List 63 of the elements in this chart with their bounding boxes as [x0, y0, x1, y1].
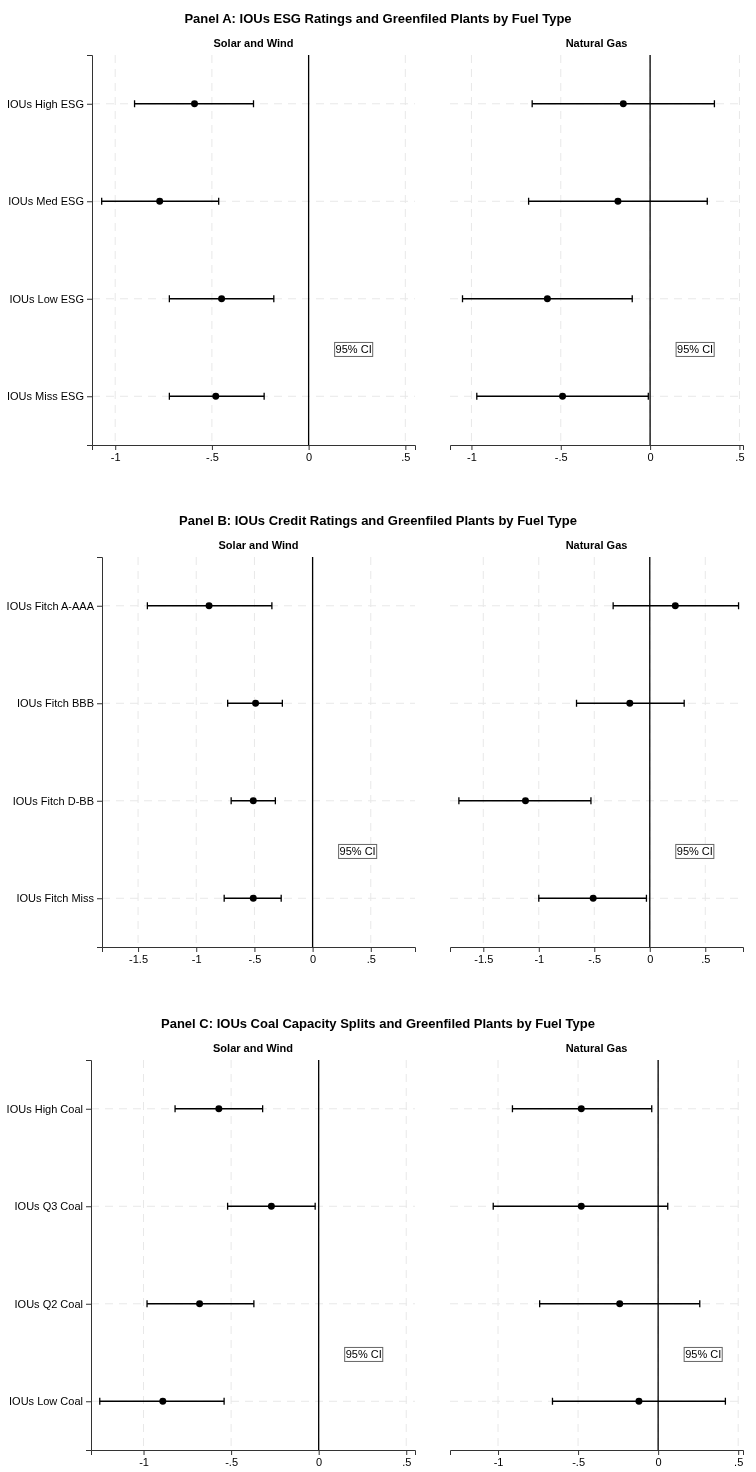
- point: [559, 392, 567, 400]
- point: [212, 392, 220, 400]
- point: [626, 699, 634, 707]
- point: [543, 295, 551, 303]
- y-tick-label: IOUs Q3 Coal: [14, 1200, 83, 1213]
- point: [156, 197, 164, 205]
- y-tick-label: IOUs High ESG: [6, 97, 84, 110]
- chart-subtitle: Natural Gas: [565, 37, 628, 49]
- x-tick-label: 0: [310, 952, 317, 965]
- x-tick-label: 0: [647, 952, 654, 965]
- point: [671, 602, 679, 610]
- chart-subtitle: Solar and Wind: [213, 37, 294, 49]
- x-tick-label: .5: [401, 450, 411, 463]
- chart-subtitle: Natural Gas: [565, 539, 628, 551]
- point: [589, 894, 597, 902]
- chart-subtitle: Natural Gas: [565, 1042, 628, 1054]
- y-tick-label: IOUs Fitch BBB: [16, 697, 94, 710]
- x-tick-label: -1: [467, 450, 477, 463]
- x-tick-label: -.5: [205, 450, 219, 463]
- x-tick-label: 0: [306, 450, 313, 463]
- x-tick-label: -.5: [554, 450, 568, 463]
- y-tick-label: IOUs Fitch A-AAA: [6, 599, 95, 612]
- x-tick-label: -.5: [225, 1455, 239, 1468]
- x-tick-label: -.5: [248, 952, 262, 965]
- point: [196, 1300, 204, 1308]
- point: [267, 1202, 275, 1210]
- x-tick-label: .5: [366, 952, 376, 965]
- x-tick-label: 0: [647, 450, 654, 463]
- x-tick-label: -1.5: [129, 952, 149, 965]
- x-tick-label: .5: [735, 450, 745, 463]
- point: [191, 100, 198, 108]
- chart-title: Panel A: IOUs ESG Ratings and Greenfiled Plants by Fuel Type: [184, 11, 572, 26]
- y-tick-label: IOUs Fitch Miss: [16, 892, 95, 905]
- y-tick-label: IOUs Low Coal: [9, 1395, 83, 1408]
- x-tick-label: -.5: [572, 1455, 586, 1468]
- point: [218, 295, 226, 303]
- point: [215, 1105, 223, 1113]
- y-tick-label: IOUs Miss ESG: [6, 390, 84, 403]
- x-tick-label: 0: [316, 1455, 323, 1468]
- x-tick-label: .5: [701, 952, 711, 965]
- point: [614, 197, 622, 205]
- x-tick-label: 0: [655, 1455, 662, 1468]
- point: [159, 1397, 167, 1405]
- chart-title: Panel C: IOUs Coal Capacity Splits and Greenfiled Plants by Fuel Type: [161, 1016, 595, 1031]
- y-tick-label: IOUs High Coal: [6, 1102, 83, 1115]
- y-tick-label: IOUs Q2 Coal: [14, 1297, 83, 1310]
- x-tick-label: -1: [493, 1455, 504, 1468]
- x-tick-label: -1: [139, 1455, 149, 1468]
- y-tick-label: IOUs Med ESG: [8, 195, 84, 208]
- point: [521, 797, 529, 805]
- x-tick-label: .5: [402, 1455, 412, 1468]
- x-tick-label: -.5: [588, 952, 602, 965]
- y-tick-label: IOUs Low ESG: [9, 292, 84, 305]
- point: [619, 100, 627, 108]
- x-tick-label: .5: [734, 1455, 744, 1468]
- x-tick-label: -1: [534, 952, 545, 965]
- chart-title: Panel B: IOUs Credit Ratings and Greenfiled Plants by Fuel Type: [179, 513, 577, 528]
- chart-subtitle: Solar and Wind: [213, 1042, 293, 1054]
- x-tick-label: -1: [191, 952, 202, 965]
- chart-subtitle: Solar and Wind: [218, 539, 299, 551]
- y-tick-label: IOUs Fitch D-BB: [12, 794, 94, 807]
- x-tick-label: -1.5: [474, 952, 494, 965]
- x-tick-label: -1: [110, 450, 121, 463]
